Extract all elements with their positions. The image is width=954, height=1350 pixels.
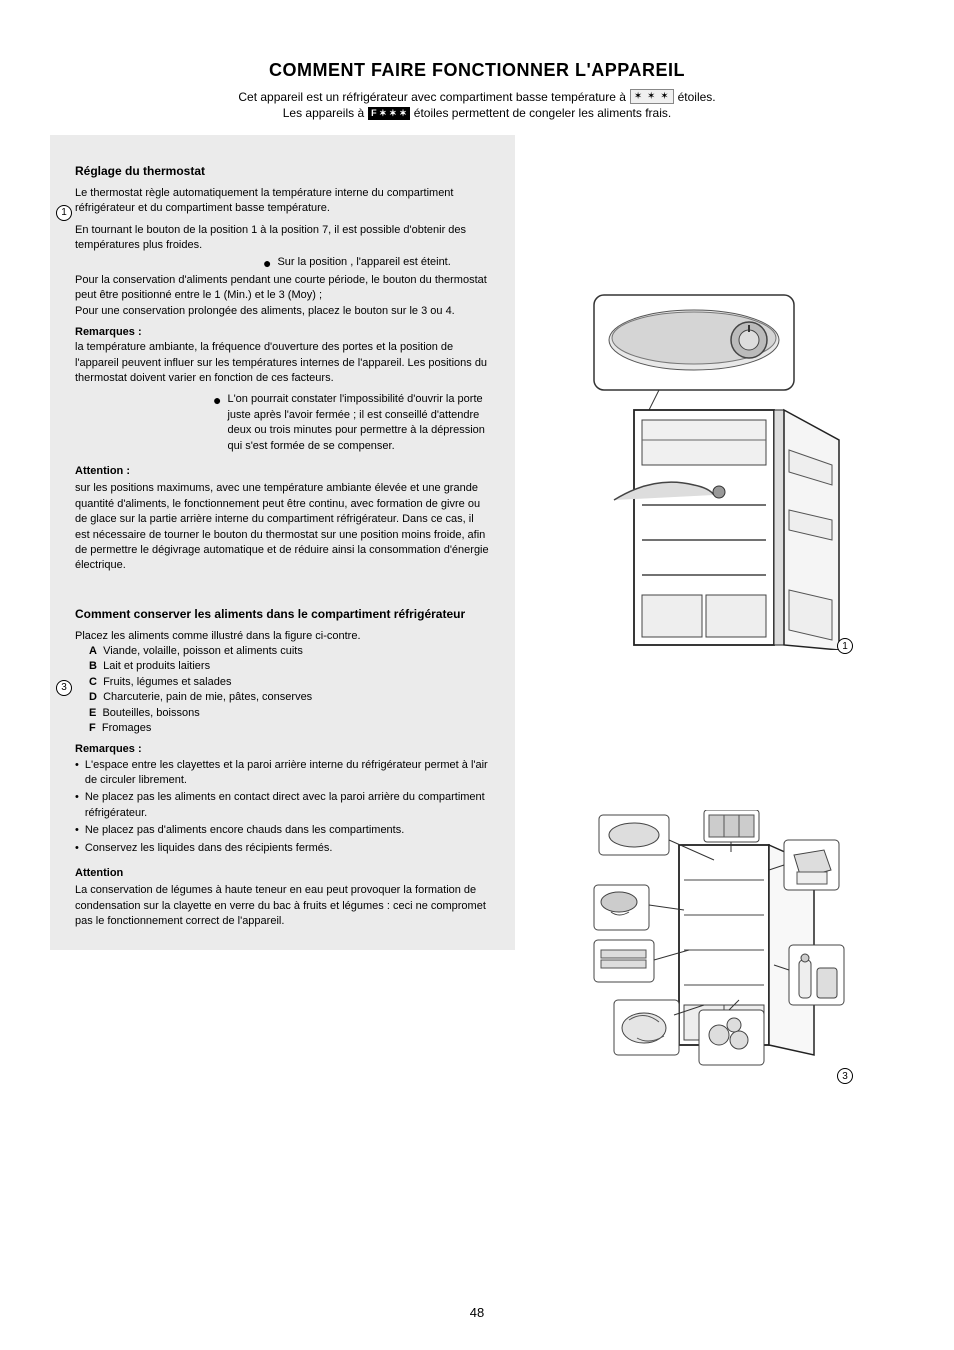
remark-item: Ne placez pas d'aliments encore chauds d… [85,823,404,838]
subtitle1-suffix: étoiles. [678,90,716,104]
remarks-body-1: la température ambiante, la fréquence d'… [75,340,490,386]
figure-1: 1 [589,290,849,650]
bullet-icon: ● [213,393,221,407]
attention-title-2: Attention [75,866,490,881]
remark-item: Ne placez pas les aliments en contact di… [85,790,490,821]
thermostat-line-intro: En tournant le bouton de la position 1 à… [75,223,490,254]
thermostat-pos-bullet: Sur la position , l'appareil est éteint. [277,255,450,270]
figure-marker-3-left: 3 [56,680,72,696]
remark-item: L'espace entre les clayettes et la paroi… [85,758,490,789]
subtitle2-suffix: étoiles permettent de congeler les alime… [414,106,671,120]
remarks-title-2: Remarques : [75,742,490,757]
figure-3: 3 [589,810,849,1080]
figures-column: 1 [589,290,849,1130]
fridge-thermostat-illustration [589,290,849,650]
attention-title-1: Attention : [75,464,490,479]
bullet-icon: ● [263,256,271,270]
thermostat-heading: Réglage du thermostat [75,163,490,180]
conserver-heading: Comment conserver les aliments dans le c… [75,606,490,623]
attention-body-1: sur les positions maximums, avec une tem… [75,481,490,573]
thermostat-intro: Le thermostat règle automatiquement la t… [75,186,490,217]
attention-body-2: La conservation de légumes à haute teneu… [75,883,490,929]
thermostat-max: Pour une conservation prolongée des alim… [75,304,490,319]
instructions-block: 1 3 Réglage du thermostat Le thermostat … [50,135,515,950]
subtitle-line-1: Cet appareil est un réfrigérateur avec c… [50,89,904,104]
thermostat-bullet2: L'on pourrait constater l'impossibilité … [227,392,490,454]
food-list: A Viande, volaille, poisson et aliments … [89,644,490,736]
thermostat-min: Pour la conservation d'aliments pendant … [75,273,490,304]
f-stars-box-icon: F ✶ ✶ ✶ [368,107,410,120]
figure-marker-1-left: 1 [56,205,72,221]
figure-caption-3: 3 [837,1068,853,1084]
conserver-intro: Placez les aliments comme illustré dans … [75,629,490,644]
figure-caption-1: 1 [837,638,853,654]
page-number: 48 [470,1305,484,1320]
remark-item: Conservez les liquides dans des récipien… [85,841,333,856]
stars-box-icon: ✶ ✶ ✶ [630,89,674,104]
remarks-title-1: Remarques : [75,325,490,340]
subtitle1-prefix: Cet appareil est un réfrigérateur avec c… [238,90,626,104]
page-title: COMMENT FAIRE FONCTIONNER L'APPAREIL [50,60,904,81]
subtitle2-prefix: Les appareils à [283,106,364,120]
subtitle-line-2: Les appareils à F ✶ ✶ ✶ étoiles permette… [50,106,904,120]
food-placement-illustration [589,810,849,1080]
